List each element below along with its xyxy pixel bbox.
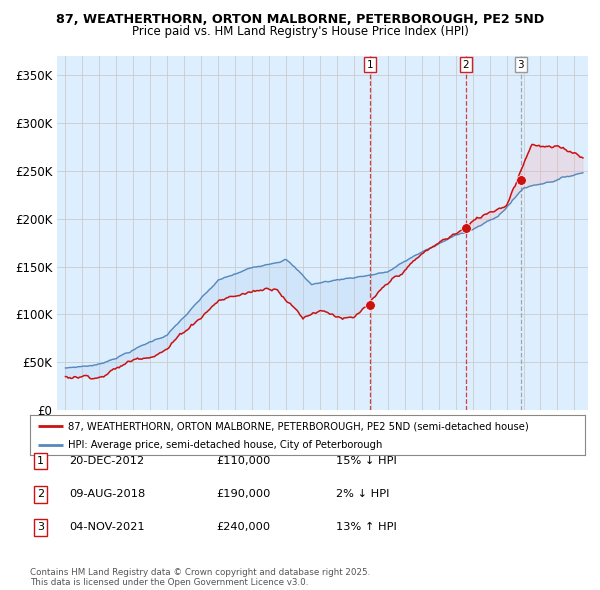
Text: 3: 3 xyxy=(518,60,524,70)
Text: £190,000: £190,000 xyxy=(216,490,271,499)
Text: 87, WEATHERTHORN, ORTON MALBORNE, PETERBOROUGH, PE2 5ND (semi-detached house): 87, WEATHERTHORN, ORTON MALBORNE, PETERB… xyxy=(68,421,529,431)
Text: 15% ↓ HPI: 15% ↓ HPI xyxy=(336,457,397,466)
Text: 04-NOV-2021: 04-NOV-2021 xyxy=(69,523,145,532)
Text: 3: 3 xyxy=(37,523,44,532)
Text: £240,000: £240,000 xyxy=(216,523,270,532)
Text: Price paid vs. HM Land Registry's House Price Index (HPI): Price paid vs. HM Land Registry's House … xyxy=(131,25,469,38)
Text: 2: 2 xyxy=(37,490,44,499)
Text: 87, WEATHERTHORN, ORTON MALBORNE, PETERBOROUGH, PE2 5ND: 87, WEATHERTHORN, ORTON MALBORNE, PETERB… xyxy=(56,13,544,26)
Text: 20-DEC-2012: 20-DEC-2012 xyxy=(69,457,144,466)
Text: 13% ↑ HPI: 13% ↑ HPI xyxy=(336,523,397,532)
Text: 2: 2 xyxy=(463,60,469,70)
Text: Contains HM Land Registry data © Crown copyright and database right 2025.
This d: Contains HM Land Registry data © Crown c… xyxy=(30,568,370,587)
Text: £110,000: £110,000 xyxy=(216,457,271,466)
Text: 1: 1 xyxy=(367,60,374,70)
Text: 09-AUG-2018: 09-AUG-2018 xyxy=(69,490,145,499)
Text: 1: 1 xyxy=(37,457,44,466)
Text: 2% ↓ HPI: 2% ↓ HPI xyxy=(336,490,389,499)
Text: HPI: Average price, semi-detached house, City of Peterborough: HPI: Average price, semi-detached house,… xyxy=(68,441,382,450)
